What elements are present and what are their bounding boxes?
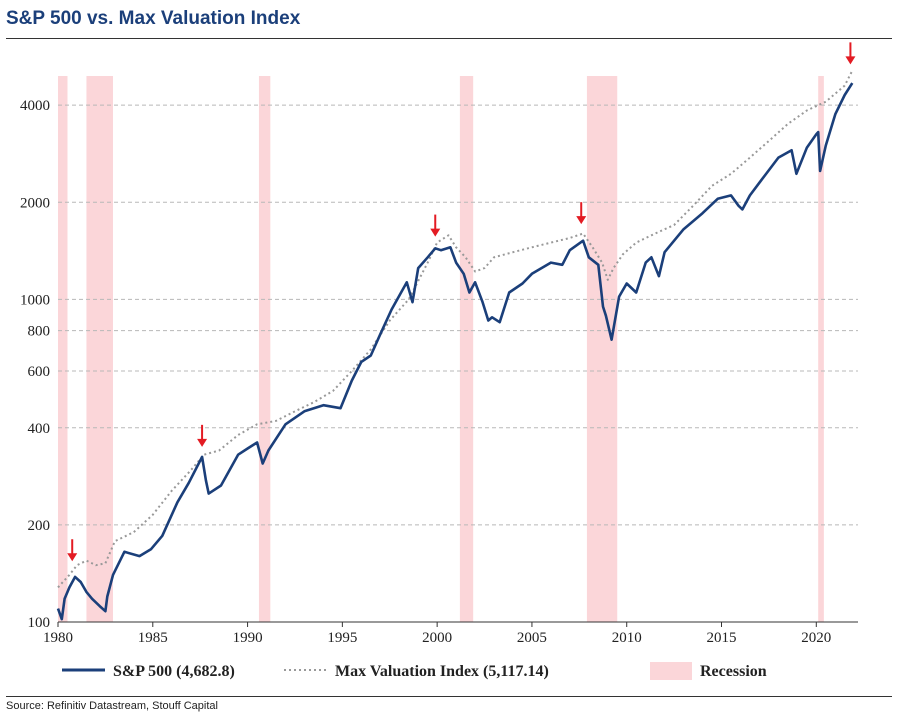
y-tick-label: 4000 [20,98,50,114]
x-tick-label: 2020 [801,630,831,646]
series-line-sp500 [56,82,854,621]
legend-label-sp500: S&P 500 (4,682.8) [113,663,235,680]
recession-band-5 [818,76,824,622]
recession-bands [58,76,824,622]
recession-band-0 [58,76,68,622]
gridlines [58,104,858,526]
source-divider [6,696,892,697]
recession-band-3 [459,76,474,622]
legend: S&P 500 (4,682.8) Max Valuation Index (5… [62,662,767,680]
y-tick-label: 200 [28,518,51,534]
y-tick-label: 1000 [20,292,50,308]
chart-title: S&P 500 vs. Max Valuation Index [6,8,301,29]
y-tick-label: 100 [28,615,51,631]
recession-band-1 [86,76,113,622]
legend-label-max-valuation: Max Valuation Index (5,117.14) [335,663,549,680]
y-tick-label: 400 [28,421,51,437]
legend-swatch-recession [650,662,692,680]
x-tick-label: 2015 [707,630,737,646]
recession-band-2 [258,76,271,622]
peak-arrows [67,42,856,562]
x-tick-label: 1985 [138,630,168,646]
recession-band-4 [586,76,618,622]
x-tick-label: 2000 [422,630,452,646]
x-tick-label: 1980 [43,630,73,646]
legend-label-recession: Recession [700,663,767,680]
series-lines [56,70,854,621]
y-tick-label: 800 [28,324,51,340]
peak-arrow-head-3 [576,216,587,225]
peak-arrow-head-1 [197,438,208,447]
x-tick-label: 2005 [517,630,547,646]
source-note: Source: Refinitiv Datastream, Stouff Cap… [6,700,218,712]
x-tick-label: 2010 [612,630,642,646]
peak-arrow-head-4 [845,56,856,65]
x-tick-label: 1995 [327,630,357,646]
x-tick-label: 1990 [233,630,263,646]
y-tick-label: 600 [28,364,51,380]
y-tick-label: 2000 [20,195,50,211]
series-line-max-valuation [57,70,854,589]
peak-arrow-head-2 [430,228,441,237]
peak-arrow-head-0 [67,553,78,562]
title-divider [6,38,892,39]
